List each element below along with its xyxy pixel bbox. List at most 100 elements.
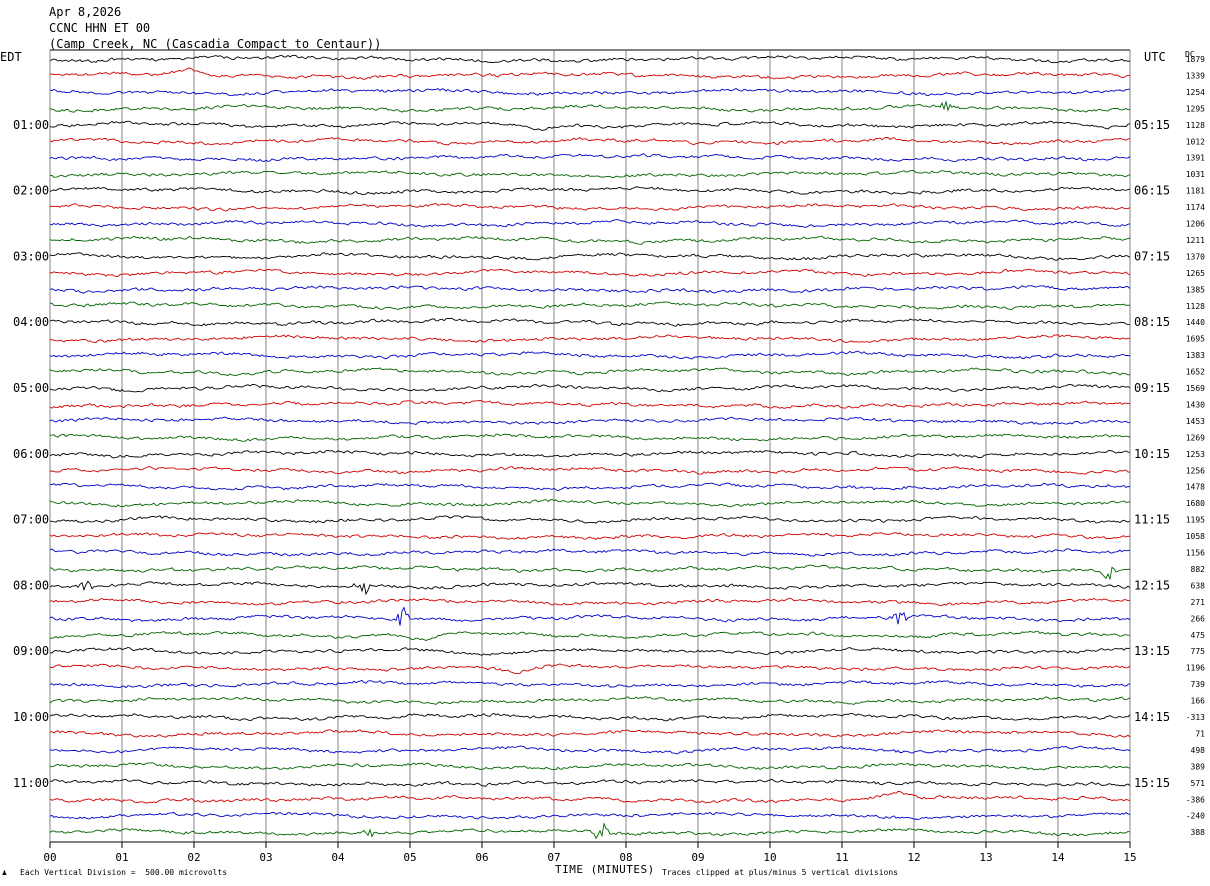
utc-hour-label: 09:15 <box>1134 381 1170 395</box>
trace-row <box>49 762 1131 771</box>
dc-value: 1695 <box>1186 335 1205 344</box>
x-tick-label: 02 <box>187 851 200 864</box>
trace-row <box>49 350 1131 360</box>
trace-layer <box>49 54 1131 840</box>
dc-value: 498 <box>1191 746 1206 755</box>
dc-value: 1256 <box>1186 466 1205 475</box>
dc-value: 266 <box>1191 614 1206 623</box>
trace-row <box>49 235 1131 245</box>
dc-value: 1253 <box>1186 450 1205 459</box>
x-tick-label: 13 <box>979 851 992 864</box>
edt-hour-label: 06:00 <box>13 447 49 461</box>
header-station: CCNC HHN ET 00 <box>49 21 151 35</box>
utc-hour-label: 11:15 <box>1134 513 1170 527</box>
dc-value: 1652 <box>1186 368 1205 377</box>
trace-row <box>49 663 1131 675</box>
dc-value: 1295 <box>1186 104 1205 113</box>
dc-value: 1195 <box>1186 516 1205 525</box>
utc-hour-label: 08:15 <box>1134 315 1170 329</box>
utc-hour-label: 13:15 <box>1134 644 1170 658</box>
trace-row <box>49 679 1131 689</box>
trace-row <box>49 120 1131 131</box>
trace-row <box>49 811 1131 820</box>
dc-value: 1269 <box>1186 433 1205 442</box>
dc-value: 1370 <box>1186 252 1205 261</box>
trace-row <box>49 186 1131 196</box>
trace-row <box>49 67 1131 80</box>
dc-header-label: DC <box>1185 50 1195 59</box>
dc-value: 475 <box>1191 631 1206 640</box>
edt-hour-label: 05:00 <box>13 381 49 395</box>
dc-value: 1440 <box>1186 318 1205 327</box>
trace-row <box>49 334 1131 344</box>
grid-layer <box>49 49 1131 848</box>
vertical-division-note: Each Vertical Division = 500.00 microvol… <box>20 868 228 877</box>
dc-value: 1478 <box>1186 483 1205 492</box>
x-tick-label: 06 <box>475 851 488 864</box>
dc-value: 1254 <box>1186 88 1205 97</box>
edt-hour-label: 04:00 <box>13 315 49 329</box>
trace-row <box>50 301 1131 310</box>
trace-row <box>49 630 1131 641</box>
edt-hour-label: 11:00 <box>13 776 49 790</box>
utc-hour-label: 15:15 <box>1134 776 1170 790</box>
dc-value: 1430 <box>1186 400 1205 409</box>
edt-hour-label: 10:00 <box>13 710 49 724</box>
trace-row <box>49 87 1131 97</box>
trace-row <box>49 778 1131 787</box>
x-tick-label: 10 <box>763 851 776 864</box>
trace-row <box>49 647 1131 656</box>
dc-value: 271 <box>1191 598 1206 607</box>
dc-value: 1569 <box>1186 384 1205 393</box>
edt-hour-label: 01:00 <box>13 118 49 132</box>
trace-row <box>49 745 1131 755</box>
x-tick-label: 09 <box>691 851 704 864</box>
dc-value: 1181 <box>1186 187 1205 196</box>
x-tick-label: 12 <box>907 851 920 864</box>
clip-note: Traces clipped at plus/minus 5 vertical … <box>662 868 899 877</box>
dc-value: 1211 <box>1186 236 1205 245</box>
trace-row <box>49 400 1131 409</box>
edt-hour-label: 03:00 <box>13 249 49 263</box>
dc-value: 389 <box>1191 762 1206 771</box>
dc-value: 1031 <box>1186 170 1205 179</box>
dc-value: 571 <box>1191 779 1206 788</box>
x-tick-label: 01 <box>115 851 128 864</box>
trace-row <box>49 548 1131 557</box>
trace-row <box>50 564 1131 581</box>
trace-row <box>49 729 1131 738</box>
utc-hour-label: 05:15 <box>1134 118 1170 132</box>
header-location: (Camp Creek, NC (Cascadia Compact to Cen… <box>49 37 382 51</box>
x-tick-label: 04 <box>331 851 345 864</box>
dc-value: 1012 <box>1186 137 1205 146</box>
edt-hour-label: 08:00 <box>13 578 49 592</box>
dc-value: 1265 <box>1186 269 1205 278</box>
x-tick-label: 08 <box>619 851 632 864</box>
dc-value: 1174 <box>1186 203 1205 212</box>
dc-value: 1128 <box>1186 302 1205 311</box>
x-tick-label: 07 <box>547 851 560 864</box>
x-tick-label: 00 <box>43 851 56 864</box>
dc-value: 71 <box>1195 729 1205 738</box>
utc-hour-label: 12:15 <box>1134 578 1170 592</box>
trace-row <box>49 498 1131 508</box>
trace-row <box>49 606 1131 626</box>
trace-row <box>49 482 1131 492</box>
dc-value: 638 <box>1191 581 1206 590</box>
header-date: Apr 8,2026 <box>49 5 122 19</box>
x-tick-label: 15 <box>1123 851 1136 864</box>
trace-row <box>49 100 1131 113</box>
dc-value: -386 <box>1186 795 1205 804</box>
dc-value: 166 <box>1191 697 1206 706</box>
trace-row <box>49 696 1131 705</box>
edt-hour-label: 02:00 <box>13 184 49 198</box>
trace-row <box>49 466 1131 475</box>
trace-row <box>49 367 1131 377</box>
x-tick-label: 11 <box>835 851 848 864</box>
dc-value: 1385 <box>1186 285 1205 294</box>
x-tick-label: 05 <box>403 851 416 864</box>
dc-value: 1196 <box>1186 664 1205 673</box>
edt-hour-label: 09:00 <box>13 644 49 658</box>
trace-row <box>49 203 1131 212</box>
